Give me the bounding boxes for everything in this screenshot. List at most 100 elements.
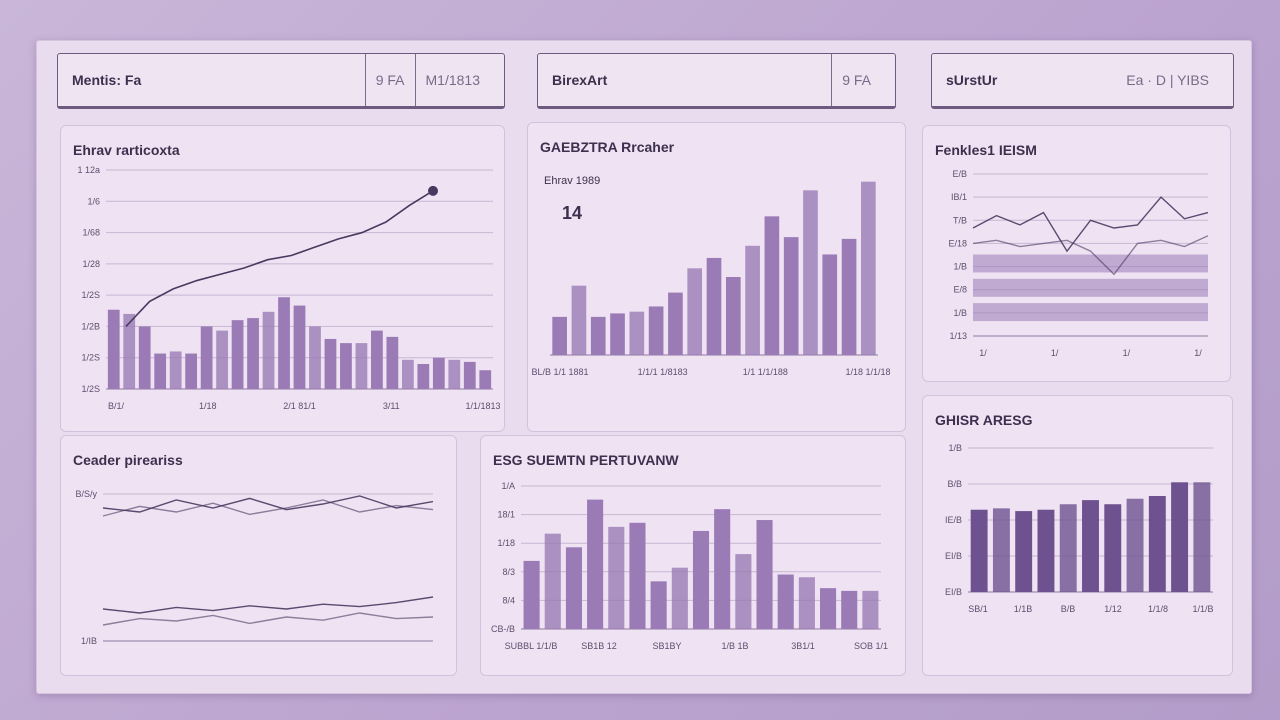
- y-tick-label: 1 12a: [77, 165, 100, 175]
- x-tick-label: SB1B 12: [581, 641, 617, 651]
- chart-note: 14: [562, 203, 583, 223]
- bar: [820, 588, 837, 629]
- bar: [970, 509, 988, 592]
- x-tick-label: 1/1/8: [1148, 604, 1168, 614]
- x-tick-label: 1/1 1/1/188: [743, 367, 788, 377]
- bar: [861, 181, 876, 355]
- x-tick-label: 1/12: [1104, 604, 1122, 614]
- chart-panel-f: GHISR ARESG 1/B B/B IE/B EI/B EI/B SB/1 1/1B B/B…: [922, 395, 1233, 676]
- header-bar-1[interactable]: Mentis: Fa 9 FA M1/1813: [57, 53, 505, 109]
- chart-svg: 1/B B/B IE/B EI/B EI/B SB/1 1/1B B/B 1/12 1/1/8 1/…: [945, 443, 1214, 614]
- bar: [668, 292, 683, 355]
- bar: [231, 320, 244, 389]
- series-line: [972, 235, 1209, 276]
- chart-svg: BL/B 1/1 1881 1/1/1 1/8183 1/1 1/1/188 1/18…: [531, 181, 891, 377]
- y-tick-label: 1/13: [949, 331, 967, 341]
- bar: [862, 590, 879, 629]
- x-tick-label: 1/: [979, 348, 987, 358]
- bar: [123, 313, 136, 389]
- header-title: BirexArt: [552, 72, 608, 88]
- x-tick-label: B/B: [1061, 604, 1076, 614]
- bar: [725, 277, 741, 355]
- bar: [841, 590, 858, 629]
- y-tick-label: 8/4: [502, 595, 515, 605]
- y-tick-label: CB-/B: [491, 624, 515, 634]
- y-tick-label: 1/2S: [81, 290, 100, 300]
- bar: [803, 190, 818, 355]
- y-tick-label: 1/68: [82, 228, 100, 238]
- bar: [798, 577, 815, 629]
- bar: [1082, 500, 1099, 592]
- y-tick-label: T/B: [953, 215, 967, 225]
- header-segment[interactable]: M1/1813: [414, 54, 490, 106]
- y-tick-label: B/S/y: [75, 489, 97, 499]
- x-tick-label: 1/: [1051, 348, 1059, 358]
- y-tick-label: 1/18: [497, 538, 515, 548]
- header-segment[interactable]: 9 FA: [364, 54, 415, 106]
- bar: [629, 311, 645, 355]
- y-tick-label: 8/3: [502, 567, 515, 577]
- y-tick-label: E/8: [953, 285, 967, 295]
- header-bar-2[interactable]: BirexArt 9 FA: [537, 53, 896, 109]
- x-tick-label: 1/: [1194, 348, 1202, 358]
- y-tick-label: 1/IB: [81, 636, 97, 646]
- series-line: [102, 495, 434, 513]
- chart-title: GHISR ARESG: [935, 412, 1033, 428]
- y-tick-label: 1/6: [87, 196, 100, 206]
- x-tick-label: 3B1/1: [791, 641, 815, 651]
- x-tick-label: SUBBL 1/1/B: [505, 641, 558, 651]
- bar: [590, 316, 606, 355]
- bar: [648, 306, 664, 355]
- chart-title: Fenkles1 IEISM: [935, 142, 1037, 158]
- series-line: [102, 612, 434, 626]
- chart-title: Ehrav rarticoxta: [73, 142, 180, 158]
- bar: [523, 560, 540, 629]
- header-title: Mentis: Fa: [72, 72, 142, 88]
- x-tick-label: B/1/: [108, 401, 125, 411]
- y-tick-label: 1/A: [501, 481, 515, 491]
- bar: [417, 363, 430, 389]
- header-segment[interactable]: Ea · D | YIBS: [1126, 72, 1209, 88]
- chart-panel-e: ESG SUEMTN PERTUVANW 1/A 18/1 1/18 8/3 8/4 CB-…: [480, 435, 906, 676]
- bar: [629, 522, 646, 629]
- x-tick-label: 1/1/1813: [465, 401, 500, 411]
- bar: [1015, 511, 1033, 592]
- y-tick-label: E/B: [952, 169, 967, 179]
- bar: [138, 326, 151, 389]
- x-tick-label: 1/1B: [1014, 604, 1033, 614]
- bar: [432, 357, 445, 389]
- bar: [687, 268, 703, 355]
- header-segment[interactable]: 9 FA: [831, 54, 881, 106]
- y-tick-label: 1/B: [948, 443, 962, 453]
- bar: [1126, 498, 1144, 592]
- bar: [544, 533, 561, 629]
- y-tick-label: 1/B: [953, 262, 967, 272]
- bar: [610, 313, 625, 355]
- bar: [822, 254, 838, 355]
- header-bar-3[interactable]: sUrstUr Ea · D | YIBS: [931, 53, 1234, 109]
- bar: [262, 311, 275, 389]
- bar: [608, 526, 625, 629]
- bar: [992, 508, 1010, 592]
- bar: [783, 237, 799, 355]
- bar: [565, 547, 582, 629]
- bar: [448, 359, 461, 389]
- chart-svg: E/B IB/1 T/B E/18 1/B E/8 1/B 1/13 1/1/1/1/: [948, 169, 1209, 358]
- x-tick-label: BL/B 1/1 1881: [531, 367, 588, 377]
- bar: [463, 361, 476, 389]
- bar: [841, 238, 857, 355]
- bar: [706, 257, 722, 355]
- band: [973, 254, 1208, 273]
- y-tick-label: EI/B: [945, 551, 962, 561]
- bar: [571, 285, 587, 355]
- y-tick-label: 1/B: [953, 308, 967, 318]
- bar: [735, 554, 752, 629]
- x-tick-label: 2/1 81/1: [283, 401, 316, 411]
- y-tick-label: 1/2S: [81, 384, 100, 394]
- trend-end-marker: [428, 185, 438, 196]
- bar: [247, 318, 259, 389]
- bar: [216, 330, 228, 389]
- y-tick-label: 1/28: [82, 259, 100, 269]
- chart-svg: 1/A 18/1 1/18 8/3 8/4 CB-/B SUBBL 1/1/B SB1B 12…: [491, 481, 888, 651]
- x-tick-label: 1/18: [199, 401, 217, 411]
